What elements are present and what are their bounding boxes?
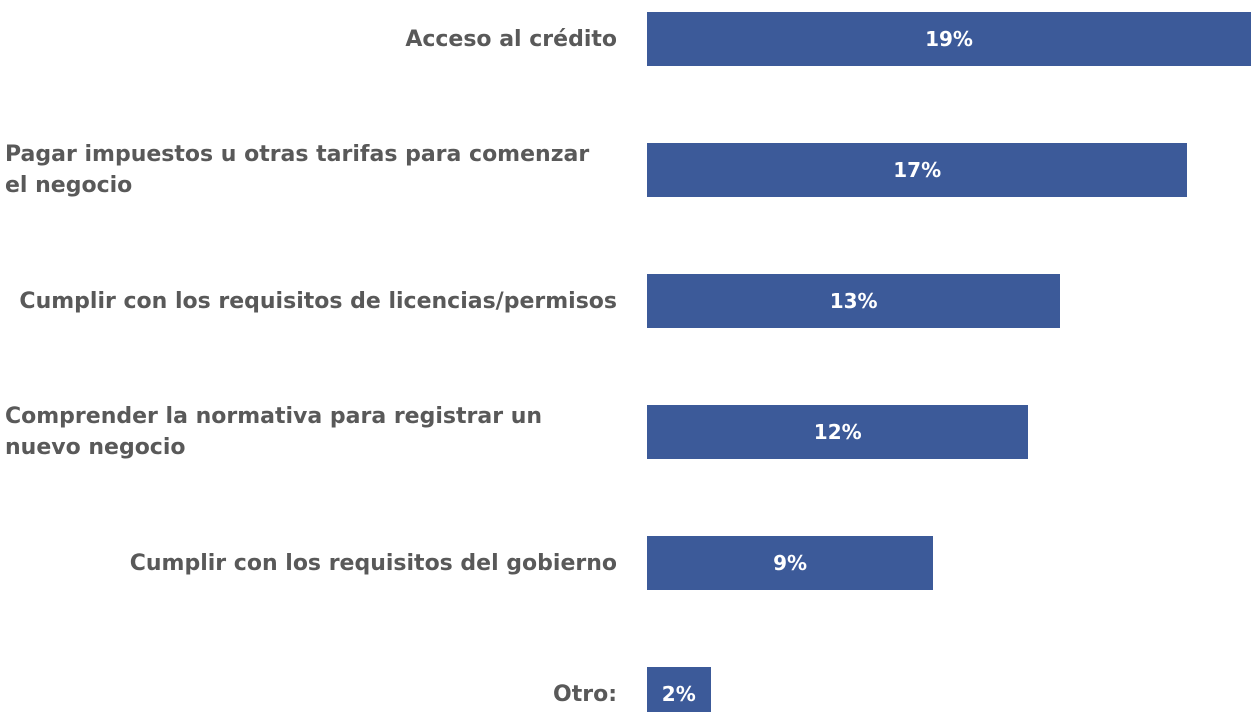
category-label: Cumplir con los requisitos del gobierno [129, 550, 617, 576]
bar [647, 274, 1061, 328]
bar [647, 12, 1251, 66]
category-label: Pagar impuestos u otras tarifas para com… [5, 142, 590, 198]
value-label: 13% [829, 289, 878, 313]
bar [647, 143, 1188, 197]
value-label: 9% [773, 551, 808, 575]
value-label: 19% [925, 27, 973, 51]
category-label: Comprender la normativa para registrar u… [5, 404, 543, 460]
category-label-row: Cumplir con los requisitos del gobierno [0, 523, 617, 603]
bar [647, 536, 934, 590]
bar [647, 405, 1029, 459]
category-label: Otro: [553, 681, 617, 707]
value-label: 17% [893, 158, 942, 182]
value-label: 2% [661, 682, 696, 706]
value-label: 12% [813, 420, 862, 444]
category-label: Cumplir con los requisitos de licencias/… [19, 288, 617, 314]
category-label: Acceso al crédito [405, 26, 617, 52]
category-label-row: Otro: [0, 654, 617, 712]
category-label-row: Cumplir con los requisitos de licencias/… [0, 261, 617, 341]
category-label-row: Acceso al crédito [0, 0, 617, 79]
bar [647, 667, 711, 712]
category-label-row: Comprender la normativa para registrar u… [0, 392, 617, 472]
category-label-row: Pagar impuestos u otras tarifas para com… [0, 130, 617, 210]
